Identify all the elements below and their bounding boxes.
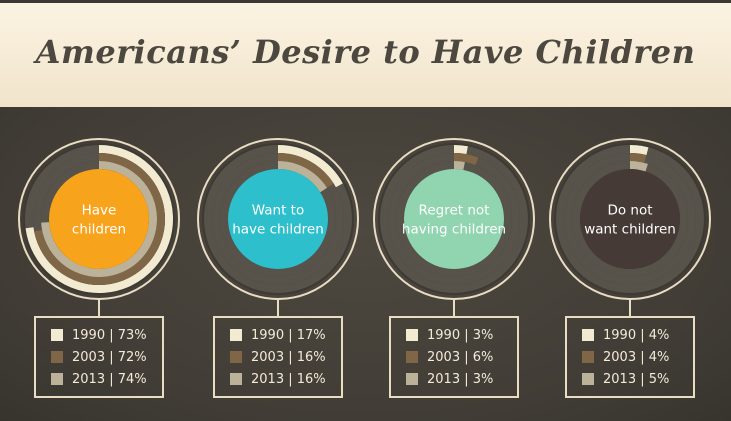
- donut-label-line: Do not: [607, 203, 652, 219]
- legend-label: 2013 | 3%: [427, 372, 493, 387]
- legend-label: 2013 | 5%: [603, 372, 669, 387]
- legend-swatch: [406, 351, 418, 363]
- legend-swatch: [582, 329, 594, 341]
- legend-swatch: [51, 329, 63, 341]
- donut-label-line: want children: [584, 222, 676, 238]
- legend-item-1990: 1990 | 17%: [230, 327, 326, 343]
- legend-label: 2013 | 16%: [251, 372, 326, 387]
- legend-swatch: [582, 351, 594, 363]
- donut-center: [580, 169, 680, 269]
- legend-label: 2013 | 74%: [72, 372, 147, 387]
- legend-label: 1990 | 17%: [251, 328, 326, 343]
- legend-label: 2003 | 4%: [603, 350, 669, 365]
- legend-label: 2003 | 72%: [72, 350, 147, 365]
- legend-swatch: [406, 329, 418, 341]
- legend-swatch: [406, 373, 418, 385]
- legend-item-2003: 2003 | 4%: [582, 349, 669, 365]
- ring-arc-1990: [630, 149, 647, 151]
- legend-item-2003: 2003 | 6%: [406, 349, 493, 365]
- legend-label: 1990 | 4%: [603, 328, 669, 343]
- legend-item-1990: 1990 | 73%: [51, 327, 147, 343]
- ring-arc-1990: [454, 149, 467, 150]
- donut-label-line: having children: [402, 222, 506, 238]
- legend-label: 2003 | 6%: [427, 350, 493, 365]
- legend-box: 1990 | 4% 2003 | 4% 2013 | 5%: [565, 316, 695, 398]
- ring-arc-2013: [630, 165, 647, 168]
- legend-box: 1990 | 3% 2003 | 6% 2013 | 3%: [389, 316, 519, 398]
- donut-center: [228, 169, 328, 269]
- legend-item-2003: 2003 | 72%: [51, 349, 147, 365]
- legend-label: 1990 | 3%: [427, 328, 493, 343]
- ring-arc-2003: [630, 157, 645, 159]
- legend-swatch: [230, 351, 242, 363]
- legend-swatch: [230, 373, 242, 385]
- legend-item-2013: 2013 | 3%: [406, 371, 493, 387]
- donut-center: [404, 169, 504, 269]
- legend-item-2013: 2013 | 16%: [230, 371, 326, 387]
- donut-label-line: Want to: [252, 203, 304, 219]
- ring-arc-2013: [454, 165, 464, 166]
- donut-label-line: Regret not: [419, 203, 490, 219]
- legend-swatch: [51, 351, 63, 363]
- legend-swatch: [51, 373, 63, 385]
- legend-item-2013: 2013 | 74%: [51, 371, 147, 387]
- legend-item-1990: 1990 | 3%: [406, 327, 493, 343]
- legend-swatch: [230, 329, 242, 341]
- ring-arc-2003: [454, 157, 477, 161]
- legend-item-2003: 2003 | 16%: [230, 349, 326, 365]
- donut-label-line: Have: [82, 203, 117, 219]
- donut-center: [49, 169, 149, 269]
- donut-label-line: have children: [232, 222, 324, 238]
- legend-swatch: [582, 373, 594, 385]
- legend-item-2013: 2013 | 5%: [582, 371, 669, 387]
- legend-item-1990: 1990 | 4%: [582, 327, 669, 343]
- donut-label-line: children: [72, 222, 126, 238]
- legend-box: 1990 | 17% 2003 | 16% 2013 | 16%: [213, 316, 343, 398]
- legend-label: 1990 | 73%: [72, 328, 147, 343]
- legend-label: 2003 | 16%: [251, 350, 326, 365]
- legend-box: 1990 | 73% 2003 | 72% 2013 | 74%: [34, 316, 164, 398]
